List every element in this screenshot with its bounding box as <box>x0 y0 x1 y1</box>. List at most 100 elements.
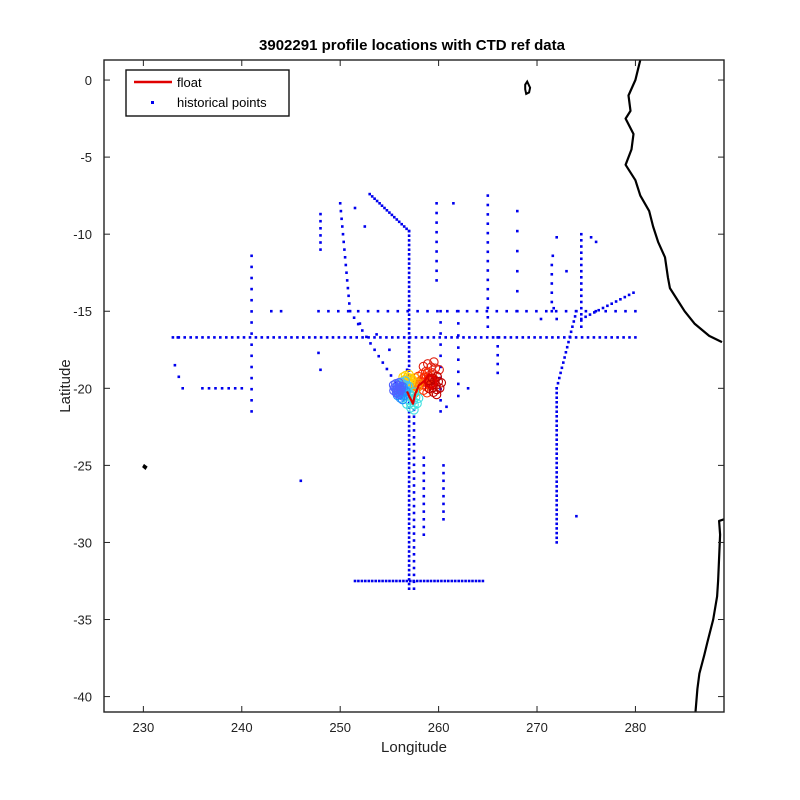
historical-point <box>407 582 411 586</box>
historical-point <box>407 271 411 275</box>
historical-point <box>385 336 388 339</box>
historical-point <box>400 222 403 226</box>
historical-point <box>429 579 433 583</box>
historical-point <box>632 291 635 294</box>
historical-point <box>407 438 411 442</box>
historical-point <box>555 522 558 526</box>
historical-point <box>375 333 378 336</box>
historical-point <box>412 429 416 432</box>
historical-point <box>319 336 323 339</box>
historical-point <box>412 573 416 577</box>
historical-point <box>356 309 360 313</box>
historical-point <box>560 366 564 370</box>
historical-point <box>407 248 411 251</box>
historical-point <box>284 336 287 339</box>
historical-point <box>486 306 490 310</box>
historical-point <box>435 230 438 234</box>
historical-point <box>457 358 460 361</box>
historical-point <box>250 365 253 369</box>
float-profile-marker <box>396 382 407 392</box>
historical-point <box>422 487 426 490</box>
historical-point <box>509 336 513 339</box>
historical-point <box>412 518 416 522</box>
historical-point <box>545 309 548 313</box>
historical-point <box>555 429 558 432</box>
historical-point <box>412 408 416 412</box>
historical-point <box>466 387 470 390</box>
historical-point <box>562 361 565 364</box>
historical-point <box>414 336 418 339</box>
historical-point <box>580 257 583 261</box>
historical-point <box>580 300 583 304</box>
historical-point <box>422 494 426 498</box>
historical-point <box>405 579 409 583</box>
historical-point <box>551 254 555 258</box>
historical-point <box>348 302 351 305</box>
historical-point <box>565 345 569 349</box>
historical-point <box>539 336 542 339</box>
historical-point <box>627 293 631 297</box>
historical-point <box>366 309 370 313</box>
historical-point <box>385 209 389 212</box>
historical-point <box>572 320 576 323</box>
historical-point <box>416 309 419 313</box>
historical-point <box>407 243 411 247</box>
historical-point <box>580 263 583 267</box>
historical-point <box>345 271 348 274</box>
historical-point <box>496 362 499 366</box>
historical-point <box>419 579 422 583</box>
historical-point <box>407 280 411 284</box>
historical-point <box>357 579 360 583</box>
historical-point <box>563 356 566 359</box>
historical-point <box>407 554 411 558</box>
historical-point <box>594 240 598 244</box>
historical-point <box>628 336 631 339</box>
historical-point <box>614 309 617 313</box>
historical-point <box>521 336 525 339</box>
historical-point <box>593 311 596 314</box>
historical-point <box>571 325 574 328</box>
historical-point <box>278 336 281 339</box>
historical-point <box>555 461 558 465</box>
historical-point <box>368 192 371 196</box>
historical-point <box>407 341 411 344</box>
historical-point <box>407 336 411 340</box>
historical-point <box>465 309 469 313</box>
historical-point <box>580 294 583 298</box>
historical-point <box>381 361 385 364</box>
historical-point <box>346 309 350 313</box>
historical-point <box>447 579 450 583</box>
historical-point <box>412 456 416 460</box>
legend-entry-historical: historical points <box>177 95 267 110</box>
historical-point <box>634 309 637 313</box>
historical-point <box>555 503 558 507</box>
historical-point <box>319 241 322 244</box>
historical-point <box>388 348 391 352</box>
historical-point <box>227 387 230 390</box>
historical-point <box>412 484 416 487</box>
historical-point <box>398 579 402 583</box>
historical-point <box>586 336 590 339</box>
historical-point <box>503 336 507 339</box>
historical-point <box>407 290 411 293</box>
coastline-north <box>624 60 723 344</box>
historical-point <box>233 387 237 390</box>
historical-point <box>250 354 253 358</box>
historical-point <box>486 259 490 263</box>
historical-point <box>555 433 558 437</box>
historical-point <box>377 354 380 358</box>
historical-point <box>195 336 198 339</box>
historical-point <box>406 309 409 313</box>
historical-point <box>412 566 416 570</box>
historical-point <box>346 286 350 290</box>
historical-point <box>230 336 234 339</box>
historical-point <box>516 289 519 293</box>
historical-point <box>457 346 460 349</box>
historical-point <box>176 336 180 339</box>
historical-point <box>407 485 411 488</box>
historical-point <box>574 336 578 339</box>
historical-point <box>462 336 465 339</box>
historical-point <box>407 313 411 316</box>
historical-point <box>250 276 253 280</box>
